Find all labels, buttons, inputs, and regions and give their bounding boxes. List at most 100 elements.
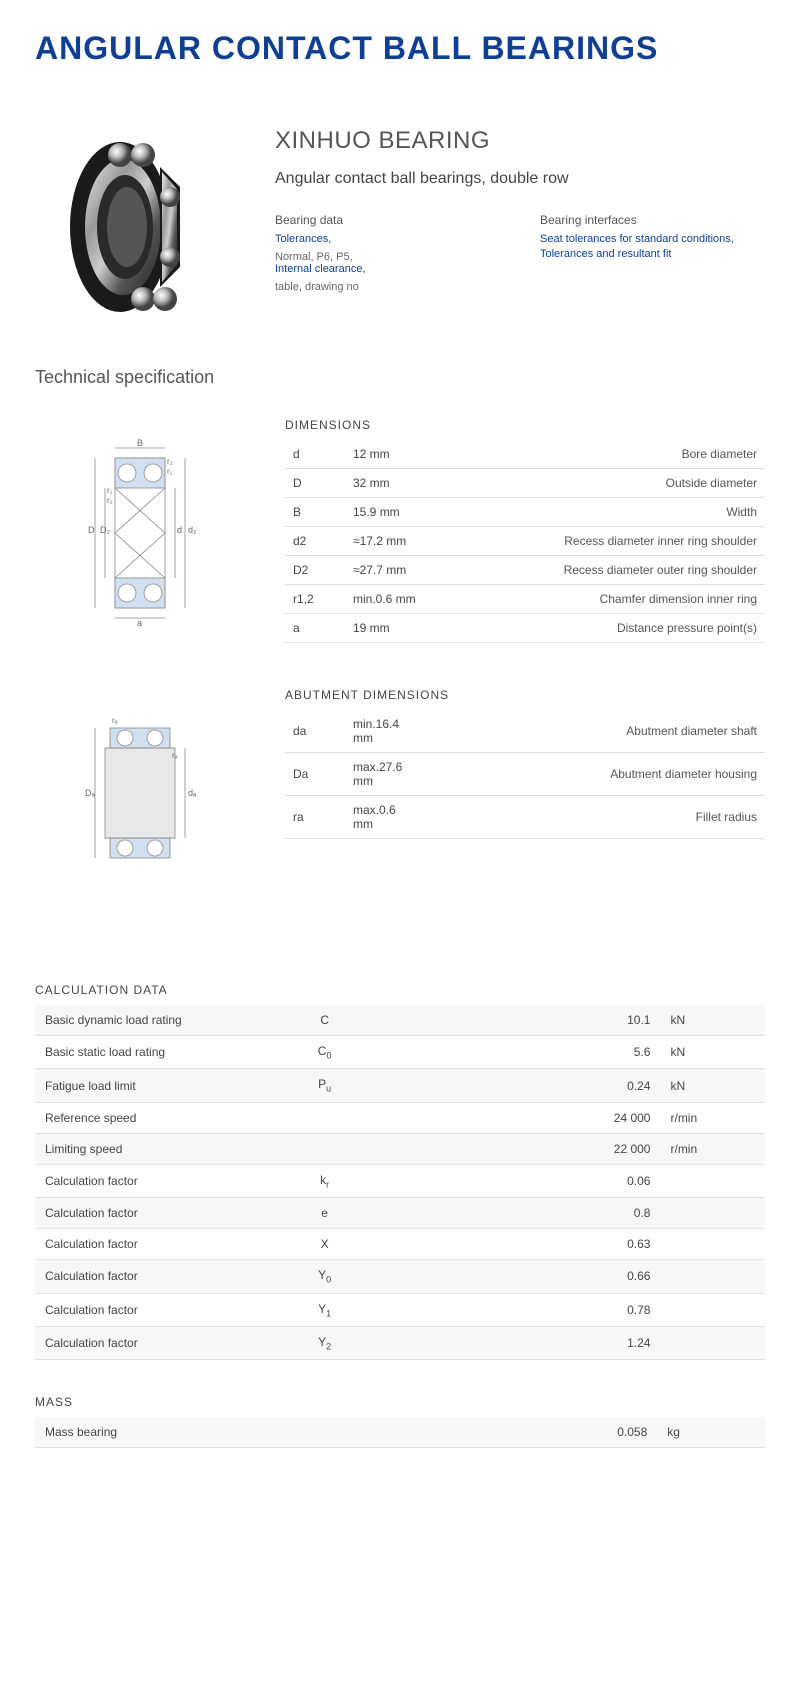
spec-value: min.16.4 mm xyxy=(345,710,425,753)
calculation-title: CALCULATION DATA xyxy=(35,983,765,997)
spec-desc: Bore diameter xyxy=(425,440,765,469)
page-title: ANGULAR CONTACT BALL BEARINGS xyxy=(35,30,765,67)
calc-label: Calculation factor xyxy=(35,1229,213,1260)
spec-value: max.27.6 mm xyxy=(345,753,425,796)
tech-spec-title: Technical specification xyxy=(35,367,765,388)
info-link[interactable]: Tolerances and resultant fit xyxy=(540,248,765,260)
spec-desc: Abutment diameter housing xyxy=(425,753,765,796)
calc-value: 0.8 xyxy=(437,1198,661,1229)
svg-text:dₐ: dₐ xyxy=(188,788,197,798)
calc-unit xyxy=(660,1198,765,1229)
svg-text:d₂: d₂ xyxy=(188,525,197,535)
calc-label: Calculation factor xyxy=(35,1326,213,1359)
product-subtitle: Angular contact ball bearings, double ro… xyxy=(275,170,765,188)
calc-unit xyxy=(660,1164,765,1197)
spec-value: 15.9 mm xyxy=(345,498,425,527)
bearing-interfaces-title: Bearing interfaces xyxy=(540,213,765,227)
table-row: Limiting speed22 000r/min xyxy=(35,1133,765,1164)
svg-text:Dₐ: Dₐ xyxy=(85,788,95,798)
calc-symbol: X xyxy=(213,1229,437,1260)
table-row: d2≈17.2 mmRecess diameter inner ring sho… xyxy=(285,527,765,556)
table-row: Basic static load ratingC05.6kN xyxy=(35,1036,765,1069)
abutment-title: ABUTMENT DIMENSIONS xyxy=(285,688,765,702)
svg-text:B: B xyxy=(137,438,143,448)
table-row: r1,2min.0.6 mmChamfer dimension inner ri… xyxy=(285,585,765,614)
calc-label: Calculation factor xyxy=(35,1293,213,1326)
mass-title: MASS xyxy=(35,1395,765,1409)
info-link[interactable]: Seat tolerances for standard conditions, xyxy=(540,233,765,245)
hero-section: XINHUO BEARING Angular contact ball bear… xyxy=(35,127,765,317)
calc-value: 0.66 xyxy=(437,1260,661,1293)
calc-symbol: Y0 xyxy=(213,1260,437,1293)
table-row: d12 mmBore diameter xyxy=(285,440,765,469)
svg-text:D₂: D₂ xyxy=(100,525,110,535)
calc-label: Basic dynamic load rating xyxy=(35,1005,213,1036)
svg-text:rₐ: rₐ xyxy=(112,716,119,725)
info-link[interactable]: Internal clearance, xyxy=(275,263,500,275)
svg-text:r₂: r₂ xyxy=(167,457,173,466)
spec-value: ≈27.7 mm xyxy=(345,556,425,585)
calc-symbol: C0 xyxy=(213,1036,437,1069)
dimensions-table: d12 mmBore diameterD32 mmOutside diamete… xyxy=(285,440,765,643)
calc-unit: kN xyxy=(660,1005,765,1036)
info-text: Normal, P6, P5, xyxy=(275,251,353,263)
spec-symbol: a xyxy=(285,614,345,643)
table-row: Calculation factorY21.24 xyxy=(35,1326,765,1359)
spec-value: min.0.6 mm xyxy=(345,585,425,614)
calc-symbol: Y1 xyxy=(213,1293,437,1326)
bearing-interfaces-col: Bearing interfaces Seat tolerances for s… xyxy=(540,213,765,293)
table-row: Calculation factore0.8 xyxy=(35,1198,765,1229)
calc-value: 1.24 xyxy=(437,1326,661,1359)
calc-unit: r/min xyxy=(660,1102,765,1133)
calc-label: Basic static load rating xyxy=(35,1036,213,1069)
spec-value: 32 mm xyxy=(345,469,425,498)
dimensions-title: DIMENSIONS xyxy=(285,418,765,432)
table-row: Calculation factorkr0.06 xyxy=(35,1164,765,1197)
calculation-table: Basic dynamic load ratingC10.1kNBasic st… xyxy=(35,1005,765,1360)
spec-value: 19 mm xyxy=(345,614,425,643)
calc-value: 0.058 xyxy=(418,1417,657,1448)
svg-text:D: D xyxy=(88,525,95,535)
calc-symbol: kr xyxy=(213,1164,437,1197)
calc-symbol xyxy=(213,1102,437,1133)
spec-desc: Outside diameter xyxy=(425,469,765,498)
spec-symbol: d xyxy=(285,440,345,469)
calc-label: Fatigue load limit xyxy=(35,1069,213,1102)
spec-desc: Fillet radius xyxy=(425,796,765,839)
spec-value: ≈17.2 mm xyxy=(345,527,425,556)
calc-label: Mass bearing xyxy=(35,1417,179,1448)
calc-unit xyxy=(660,1326,765,1359)
calc-unit xyxy=(660,1260,765,1293)
calc-unit: kN xyxy=(660,1069,765,1102)
calc-unit: kN xyxy=(660,1036,765,1069)
mass-table: Mass bearing0.058kg xyxy=(35,1417,765,1448)
brand-title: XINHUO BEARING xyxy=(275,127,765,155)
abutment-diagram: Dₐ dₐ rₐ rₐ xyxy=(35,688,255,878)
table-row: B15.9 mmWidth xyxy=(285,498,765,527)
table-row: Reference speed24 000r/min xyxy=(35,1102,765,1133)
spec-symbol: r1,2 xyxy=(285,585,345,614)
table-row: a19 mmDistance pressure point(s) xyxy=(285,614,765,643)
svg-text:r₂: r₂ xyxy=(107,496,113,505)
svg-text:rₐ: rₐ xyxy=(172,751,179,760)
calc-symbol: e xyxy=(213,1198,437,1229)
calc-value: 0.78 xyxy=(437,1293,661,1326)
calc-label: Calculation factor xyxy=(35,1164,213,1197)
table-row: Damax.27.6 mmAbutment diameter housing xyxy=(285,753,765,796)
svg-text:a: a xyxy=(137,618,142,628)
info-link[interactable]: Tolerances, xyxy=(275,233,500,245)
spec-symbol: ra xyxy=(285,796,345,839)
spec-symbol: Da xyxy=(285,753,345,796)
calc-value: 24 000 xyxy=(437,1102,661,1133)
spec-symbol: B xyxy=(285,498,345,527)
spec-symbol: da xyxy=(285,710,345,753)
spec-desc: Recess diameter outer ring shoulder xyxy=(425,556,765,585)
calc-symbol xyxy=(213,1133,437,1164)
table-row: Calculation factorY00.66 xyxy=(35,1260,765,1293)
table-row: Basic dynamic load ratingC10.1kN xyxy=(35,1005,765,1036)
table-row: Mass bearing0.058kg xyxy=(35,1417,765,1448)
product-image xyxy=(35,127,235,317)
table-row: ramax.0.6 mmFillet radius xyxy=(285,796,765,839)
table-row: D32 mmOutside diameter xyxy=(285,469,765,498)
spec-value: 12 mm xyxy=(345,440,425,469)
